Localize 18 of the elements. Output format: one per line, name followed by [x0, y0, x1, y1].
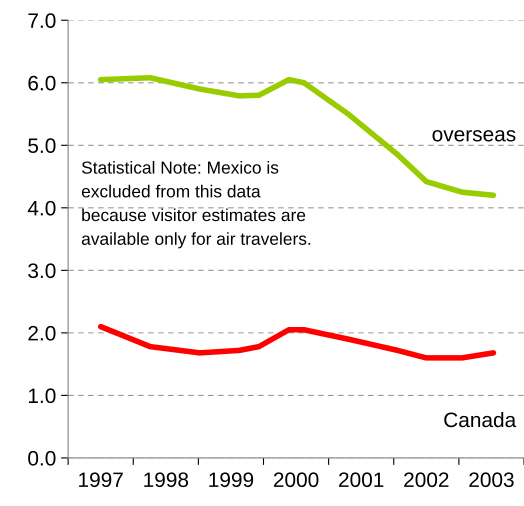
y-tick-label: 5.0 — [28, 138, 56, 154]
x-tick-label: 2000 — [274, 472, 318, 488]
y-tick-label: 0.0 — [28, 450, 56, 466]
series-label: overseas — [432, 130, 516, 142]
y-tick-label: 2.0 — [28, 326, 56, 341]
y-tick-label: 7.0 — [28, 13, 56, 28]
x-tick-label: 2001 — [339, 472, 384, 488]
x-tick-label: 1998 — [144, 472, 188, 488]
text: Canada — [444, 412, 516, 428]
x-tick-label: 2003 — [469, 472, 514, 488]
x-tick-label: 1997 — [79, 472, 123, 488]
y-tick-label: 1.0 — [28, 388, 56, 404]
x-tick-label: 1999 — [209, 472, 254, 488]
x-tick-label: 2002 — [404, 472, 448, 488]
annotation: Statistical Note: Mexico is excluded from this data because visitor estimates are available only for air travelers. — [82, 161, 310, 248]
y-tick-label: 6.0 — [28, 76, 56, 91]
y-tick-label: 4.0 — [28, 200, 56, 216]
y-tick-label: 3.0 — [28, 263, 56, 278]
